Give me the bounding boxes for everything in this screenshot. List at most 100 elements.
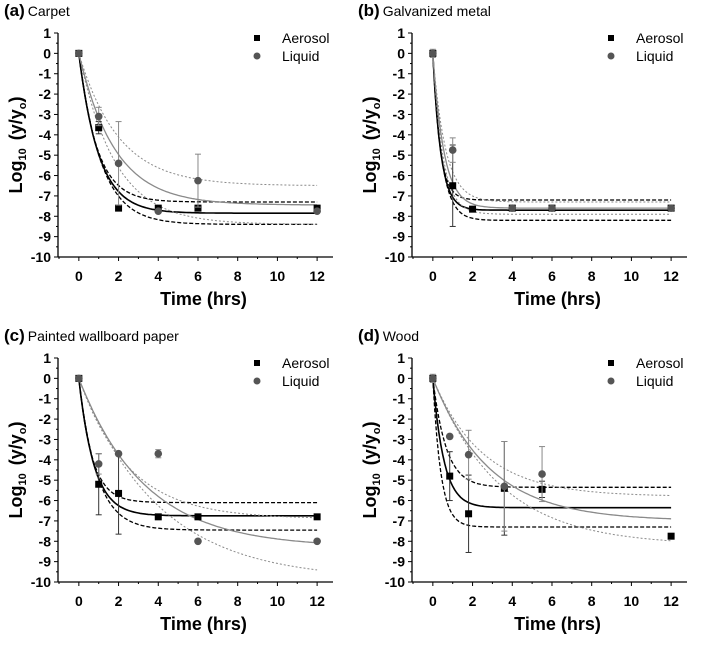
liquid-point <box>94 112 103 121</box>
aerosol-point <box>446 472 454 480</box>
aerosol-fit-curve <box>432 53 672 211</box>
panel-label: (a) <box>4 1 25 20</box>
aerosol-point <box>115 489 123 497</box>
x-tick-label: 8 <box>234 593 242 609</box>
y-tick-label: -3 <box>393 106 406 122</box>
y-tick-label: -2 <box>393 86 406 102</box>
x-tick-label: 2 <box>115 593 123 609</box>
panel-title: (a) Carpet <box>4 1 70 20</box>
aerosol-point <box>469 205 477 213</box>
y-label-rest: (y/y <box>6 434 26 470</box>
liquid-point <box>538 470 546 478</box>
y-label-sub: o <box>371 102 383 109</box>
aerosol-point <box>667 532 675 540</box>
y-tick-label: -2 <box>39 411 52 427</box>
liquid-point <box>429 49 437 58</box>
x-axis-label: Time (hrs) <box>514 289 601 309</box>
y-tick-label: 0 <box>43 370 51 386</box>
legend-aerosol-marker <box>254 35 260 41</box>
x-tick-label: 10 <box>270 593 286 609</box>
y-axis-label: Log10 (y/yo) <box>360 96 383 193</box>
panel-title: (b) Galvanized metal <box>358 1 491 20</box>
x-tick-label: 6 <box>548 593 556 609</box>
liquid-point <box>75 374 83 383</box>
x-tick-label: 10 <box>624 593 640 609</box>
y-tick-label: -3 <box>393 431 406 447</box>
aerosol-point <box>154 513 162 521</box>
aerosol-point <box>465 510 473 518</box>
y-tick-label: -5 <box>39 472 52 488</box>
y-label-log: Log <box>360 486 380 519</box>
y-tick-label: -6 <box>39 493 52 509</box>
y-label-rest: ) <box>360 96 380 102</box>
y-label-sub: 10 <box>17 473 29 485</box>
legend-liquid-label: Liquid <box>636 373 673 389</box>
y-tick-label: -3 <box>39 431 52 447</box>
x-tick-label: 12 <box>663 593 679 609</box>
aerosol-point <box>194 513 202 521</box>
x-tick-label: 8 <box>234 268 242 284</box>
x-tick-label: 12 <box>309 593 325 609</box>
panel-label: (b) <box>358 1 380 20</box>
y-label-log: Log <box>360 161 380 194</box>
liquid-point <box>313 537 321 546</box>
y-label-rest: (y/y <box>6 109 26 145</box>
liquid-point <box>448 146 457 154</box>
panel-label: (d) <box>358 326 380 345</box>
legend-aerosol-marker <box>254 360 260 366</box>
y-tick-label: 1 <box>43 350 51 366</box>
y-tick-label: -8 <box>393 533 406 549</box>
y-label-rest: ) <box>6 421 26 427</box>
y-tick-label: 0 <box>43 45 51 61</box>
panel-title-text: Painted wallboard paper <box>28 328 179 344</box>
aerosol-point <box>95 480 103 488</box>
y-tick-label: -8 <box>39 208 52 224</box>
liquid-point <box>194 537 202 546</box>
y-tick-label: 1 <box>397 25 405 41</box>
aerosol-point <box>313 513 321 521</box>
liquid-point <box>154 449 163 458</box>
aerosol-ci-curve <box>432 53 672 221</box>
y-axis-label: Log10 (y/yo) <box>6 96 29 193</box>
liquid-point <box>429 374 437 383</box>
x-tick-label: 6 <box>194 593 202 609</box>
y-tick-label: -7 <box>393 513 406 529</box>
y-tick-label: -4 <box>39 127 52 143</box>
aerosol-point <box>194 204 202 212</box>
chart-panel-2: (b) Galvanized metal10-1-2-3-4-5-6-7-8-9-… <box>358 1 687 309</box>
legend-liquid-label: Liquid <box>636 48 673 64</box>
y-tick-label: -10 <box>31 249 51 265</box>
y-label-sub: o <box>17 102 29 109</box>
liquid-point <box>548 204 556 212</box>
liquid-point <box>154 207 163 215</box>
y-tick-label: -4 <box>39 452 52 468</box>
legend-liquid-marker <box>607 52 615 60</box>
y-tick-label: -4 <box>393 452 406 468</box>
aerosol-point <box>95 124 103 132</box>
x-tick-label: 6 <box>548 268 556 284</box>
x-tick-label: 2 <box>469 593 477 609</box>
y-tick-label: -3 <box>39 106 52 122</box>
x-axis-label: Time (hrs) <box>160 614 247 634</box>
panel-title-text: Galvanized metal <box>383 3 491 19</box>
y-tick-label: -6 <box>393 493 406 509</box>
chart-panel-3: (c) Painted wallboard paper10-1-2-3-4-5-6… <box>4 326 333 634</box>
aerosol-ci-curve <box>78 378 318 531</box>
y-tick-label: 1 <box>43 25 51 41</box>
y-tick-label: -10 <box>31 574 51 590</box>
y-label-log: Log <box>6 161 26 194</box>
y-tick-label: -9 <box>393 554 406 570</box>
liquid-ci-curve <box>432 378 672 496</box>
aerosol-ci-curve <box>78 53 318 226</box>
x-tick-label: 8 <box>588 593 596 609</box>
y-axis-label: Log10 (y/yo) <box>360 421 383 518</box>
y-axis-label: Log10 (y/yo) <box>6 421 29 518</box>
y-tick-label: -1 <box>393 391 406 407</box>
y-tick-label: -5 <box>393 147 406 163</box>
aerosol-ci-curve <box>432 378 672 528</box>
legend-aerosol-marker <box>608 35 614 41</box>
aerosol-fit-curve <box>78 378 318 517</box>
liquid-point <box>194 176 202 185</box>
